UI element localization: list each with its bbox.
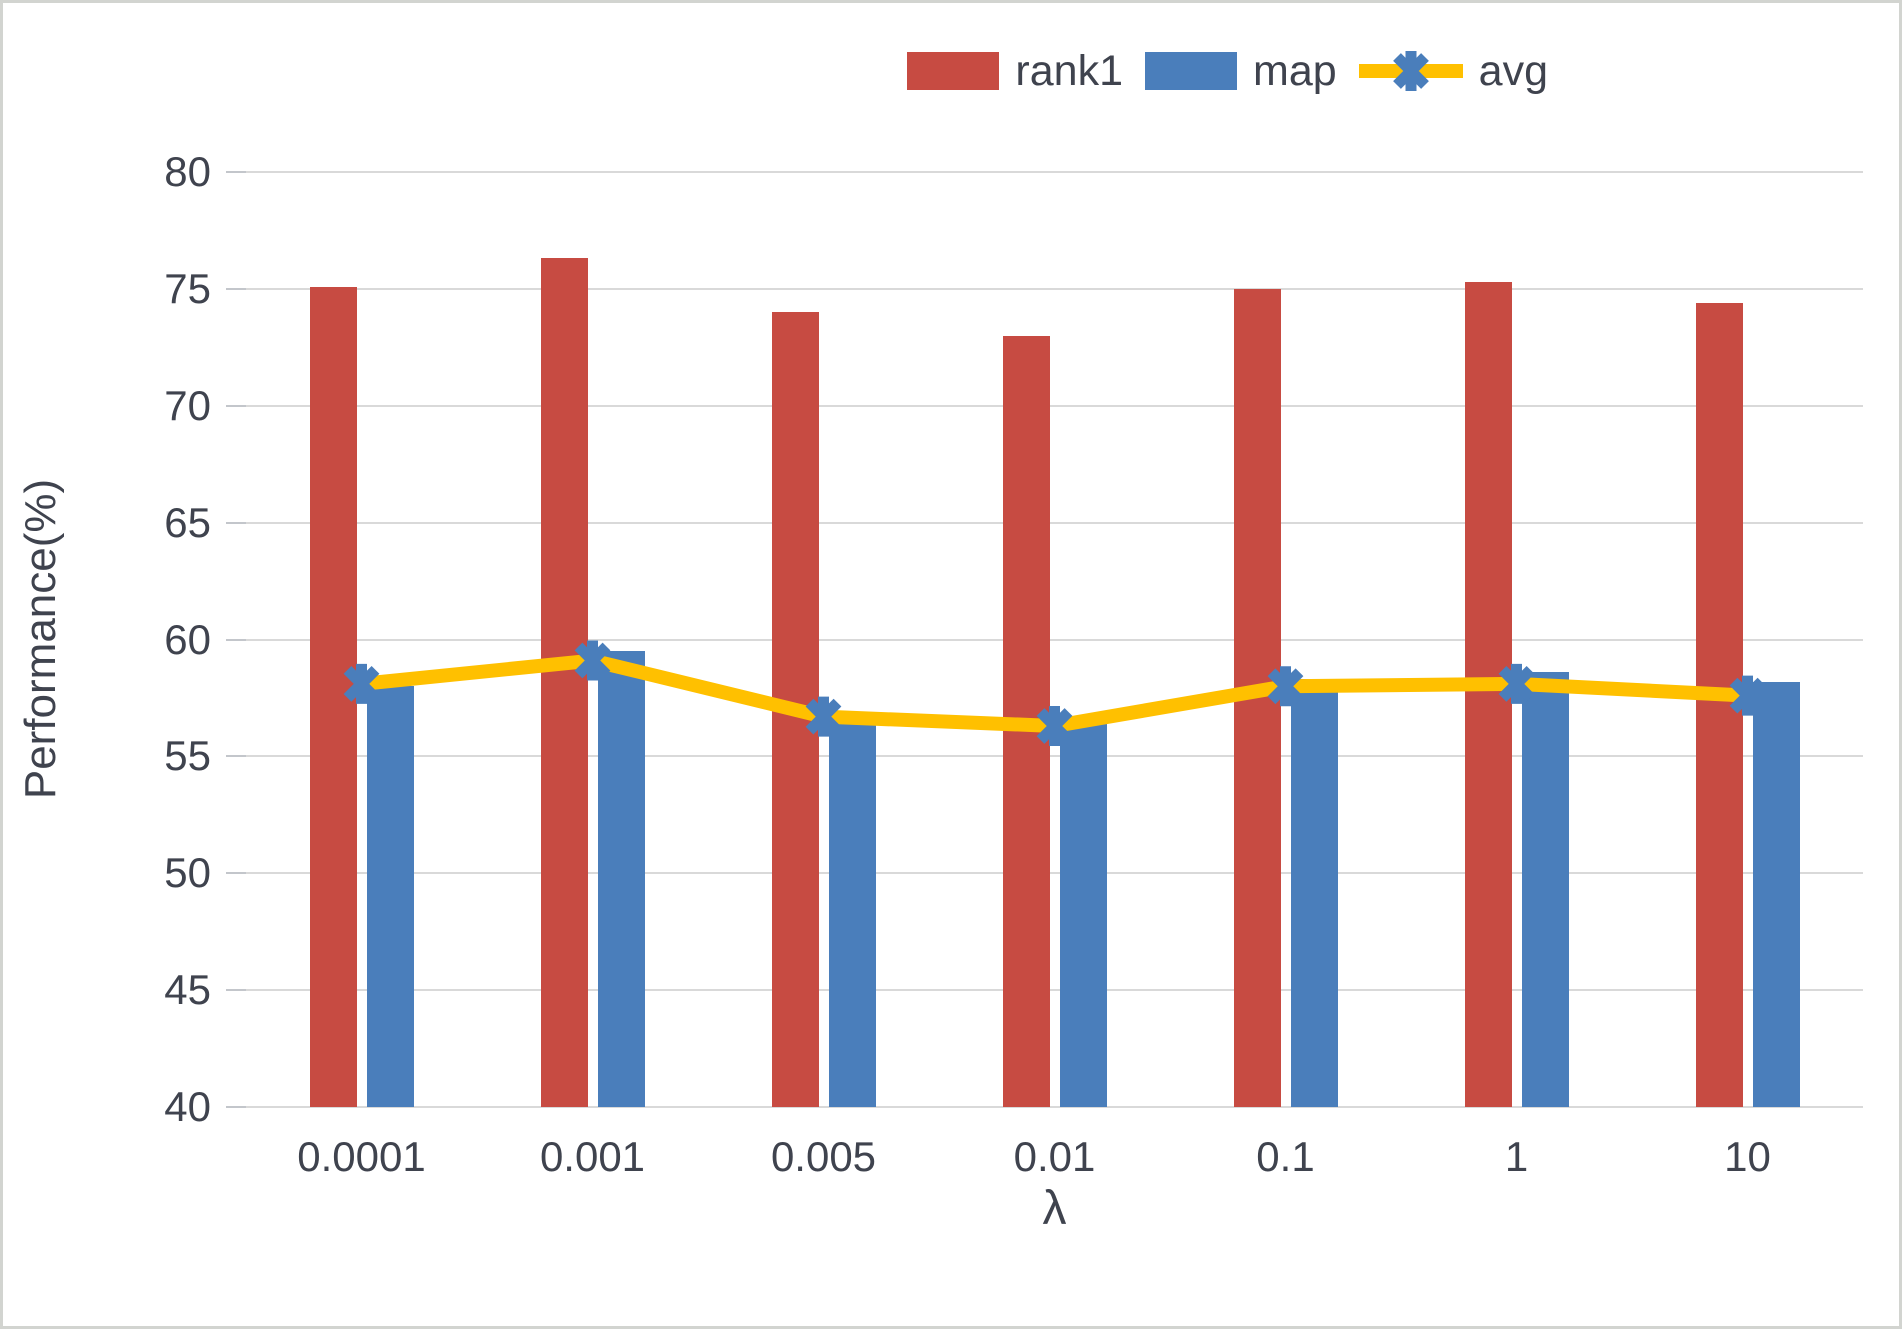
y-tick-mark: [226, 521, 246, 524]
y-tick-label-45: 45: [164, 966, 211, 1014]
map-bar-1: [1521, 672, 1569, 1107]
y-tick-mark: [226, 1106, 246, 1108]
gridline-y-45: [246, 989, 1863, 992]
map-bar-0.1: [1290, 679, 1338, 1107]
y-tick-label-60: 60: [164, 615, 211, 663]
map-bar-0.005: [828, 711, 876, 1107]
y-tick-label-50: 50: [164, 849, 211, 897]
legend-label-avg: avg: [1478, 46, 1548, 95]
rank1-bar-0.1: [1233, 288, 1281, 1107]
y-tick-mark: [226, 638, 246, 641]
gridline-y-40: [246, 1106, 1863, 1108]
map-color-swatch: [1145, 52, 1237, 90]
y-tick-label-80: 80: [164, 148, 211, 195]
y-tick-mark: [226, 989, 246, 992]
y-tick-label-40: 40: [164, 1083, 211, 1130]
y-tick-label-70: 70: [164, 381, 211, 429]
legend-item-map: map: [1145, 47, 1337, 96]
legend-item-avg: avg: [1358, 45, 1548, 97]
legend-item-rank1: rank1: [907, 47, 1123, 96]
rank1-bar-10: [1695, 302, 1743, 1107]
rank1-bar-0.001: [540, 258, 588, 1107]
map-bar-0.0001: [366, 686, 414, 1107]
x-tick-label-1: 1: [1504, 1133, 1529, 1180]
gridline-y-55: [246, 755, 1863, 758]
y-tick-label-75: 75: [164, 264, 211, 312]
legend: rank1 map avg: [907, 45, 1548, 97]
y-tick-mark: [226, 287, 246, 290]
y-tick-label-55: 55: [164, 732, 211, 780]
y-tick-mark: [226, 171, 246, 173]
x-tick-label-0.005: 0.005: [770, 1133, 877, 1180]
x-axis-title: λ: [1042, 1182, 1067, 1235]
x-tick-label-0.001: 0.001: [539, 1133, 646, 1180]
y-tick-label-65: 65: [164, 498, 211, 546]
avg-line-marker-icon: [1358, 45, 1463, 97]
x-tick-label-0.01: 0.01: [1013, 1133, 1096, 1180]
map-bar-0.001: [597, 651, 645, 1107]
y-tick-mark: [226, 404, 246, 407]
y-axis-title: Performance(%): [16, 478, 65, 800]
y-tick-mark: [226, 755, 246, 758]
gridline-y-60: [246, 638, 1863, 641]
rank1-color-swatch: [907, 52, 1000, 90]
y-tick-mark: [226, 872, 246, 875]
rank1-bar-0.005: [771, 312, 819, 1107]
rank1-bar-0.0001: [309, 286, 357, 1107]
legend-label-map: map: [1253, 46, 1337, 95]
avg-marker-icon: [1392, 51, 1429, 91]
gridline-y-80: [246, 171, 1863, 173]
gridline-y-70: [246, 404, 1863, 407]
x-tick-label-0.0001: 0.0001: [297, 1133, 426, 1180]
legend-label-rank1: rank1: [1015, 46, 1123, 95]
gridline-y-50: [246, 872, 1863, 875]
x-tick-label-10: 10: [1724, 1133, 1771, 1180]
map-bar-10: [1752, 681, 1800, 1107]
gridline-y-75: [246, 287, 1863, 290]
x-tick-label-0.1: 0.1: [1256, 1133, 1315, 1180]
map-bar-0.01: [1059, 723, 1107, 1107]
plot-area: [246, 171, 1863, 1108]
gridline-y-65: [246, 521, 1863, 524]
rank1-bar-0.01: [1002, 335, 1050, 1107]
rank1-bar-1: [1464, 281, 1512, 1107]
